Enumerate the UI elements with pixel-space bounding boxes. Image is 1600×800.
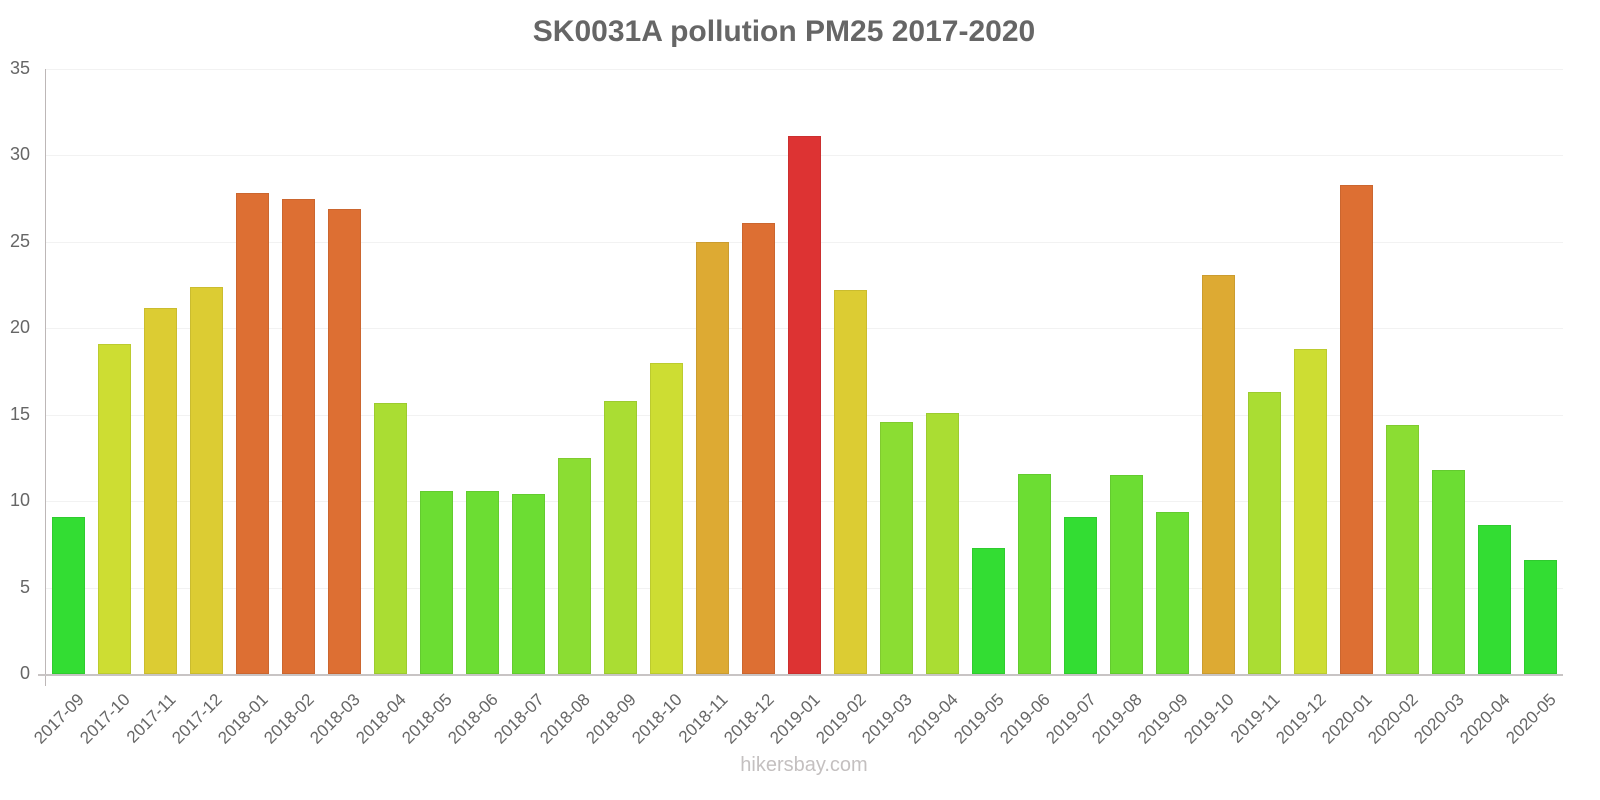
x-tick-label: 2020-04 [1455, 690, 1514, 748]
bar-2019-02[interactable] [833, 290, 867, 674]
x-tick-label: 2017-11 [122, 690, 180, 747]
y-tick-label: 15 [9, 403, 30, 424]
bar-2018-10[interactable] [649, 362, 683, 674]
bar-2018-05[interactable] [419, 490, 453, 674]
y-tick-label: 30 [9, 144, 30, 165]
x-tick-label: 2019-07 [1041, 690, 1100, 748]
x-tick-label: 2019-05 [949, 690, 1008, 748]
bar-2020-01[interactable] [1339, 184, 1373, 674]
bar-2017-09[interactable] [51, 516, 85, 674]
x-tick-label: 2019-12 [1271, 690, 1330, 748]
x-tick-label: 2018-09 [581, 690, 640, 748]
x-tick-label: 2018-12 [719, 690, 778, 748]
x-tick-label: 2019-10 [1179, 690, 1238, 748]
x-tick-label: 2019-04 [903, 690, 962, 748]
y-tick-label: 5 [19, 576, 30, 597]
bar-2019-05[interactable] [971, 547, 1005, 674]
gridline [45, 69, 1563, 70]
bar-2019-09[interactable] [1155, 511, 1189, 674]
bar-2018-06[interactable] [465, 490, 499, 674]
x-tick-label: 2017-09 [29, 690, 88, 748]
bar-2020-04[interactable] [1477, 525, 1511, 674]
y-tick-label: 25 [9, 230, 30, 251]
x-tick-label: 2019-02 [811, 690, 870, 748]
bar-2020-02[interactable] [1385, 425, 1419, 674]
bar-2017-11[interactable] [143, 307, 177, 674]
x-tick-label: 2018-05 [397, 690, 456, 748]
bar-2019-06[interactable] [1017, 473, 1051, 674]
x-tick-label: 2019-11 [1226, 690, 1284, 747]
bar-2017-12[interactable] [189, 286, 223, 674]
x-tick-label: 2018-04 [351, 690, 410, 748]
x-tick-label: 2017-12 [167, 690, 226, 748]
x-tick-label: 2018-07 [489, 690, 548, 748]
x-tick-label: 2017-10 [75, 690, 134, 748]
bar-2019-08[interactable] [1109, 475, 1143, 674]
y-axis-line [45, 69, 46, 686]
bar-2018-07[interactable] [511, 494, 545, 674]
y-tick-label: 10 [9, 490, 30, 511]
bar-2019-07[interactable] [1063, 516, 1097, 674]
bar-2017-10[interactable] [97, 343, 131, 674]
bar-2018-11[interactable] [695, 241, 729, 674]
bar-2020-05[interactable] [1523, 559, 1557, 674]
x-tick-label: 2019-01 [765, 690, 824, 748]
x-tick-label: 2020-03 [1409, 690, 1468, 748]
bar-2019-12[interactable] [1293, 349, 1327, 674]
watermark: hikersbay.com [740, 754, 868, 776]
x-tick-label: 2019-09 [1133, 690, 1192, 748]
x-tick-label: 2020-01 [1317, 690, 1376, 748]
y-tick-label: 20 [9, 317, 30, 338]
bar-2018-12[interactable] [741, 222, 775, 674]
x-tick-label: 2019-06 [995, 690, 1054, 748]
bar-2018-01[interactable] [235, 193, 269, 674]
x-tick-label: 2020-05 [1501, 690, 1560, 748]
x-tick-label: 2018-10 [627, 690, 686, 748]
x-tick-label: 2018-01 [213, 690, 272, 748]
y-tick-label: 35 [9, 58, 30, 78]
bar-2018-02[interactable] [281, 198, 315, 674]
x-tick-label: 2018-06 [443, 690, 502, 748]
bar-2019-03[interactable] [879, 421, 913, 674]
chart-title: SK0031A pollution PM25 2017-2020 [532, 15, 1036, 48]
x-axis-line [38, 674, 1563, 676]
bar-2019-11[interactable] [1247, 392, 1281, 674]
bar-2018-09[interactable] [603, 400, 637, 674]
x-tick-label: 2018-03 [305, 690, 364, 748]
plot-area [45, 69, 1563, 674]
bar-2019-04[interactable] [925, 413, 959, 674]
x-tick-label: 2018-11 [674, 690, 732, 747]
x-tick-label: 2018-02 [259, 690, 318, 748]
bar-2020-03[interactable] [1431, 470, 1465, 674]
x-tick-label: 2019-08 [1087, 690, 1146, 748]
bar-2018-08[interactable] [557, 457, 591, 674]
y-tick-label: 0 [19, 663, 30, 683]
x-tick-label: 2019-03 [857, 690, 916, 748]
bar-2018-04[interactable] [373, 402, 407, 674]
x-tick-label: 2020-02 [1363, 690, 1422, 748]
bar-2019-01[interactable] [787, 136, 821, 674]
bar-2018-03[interactable] [327, 209, 361, 674]
bar-2019-10[interactable] [1201, 274, 1235, 674]
x-tick-label: 2018-08 [535, 690, 594, 748]
